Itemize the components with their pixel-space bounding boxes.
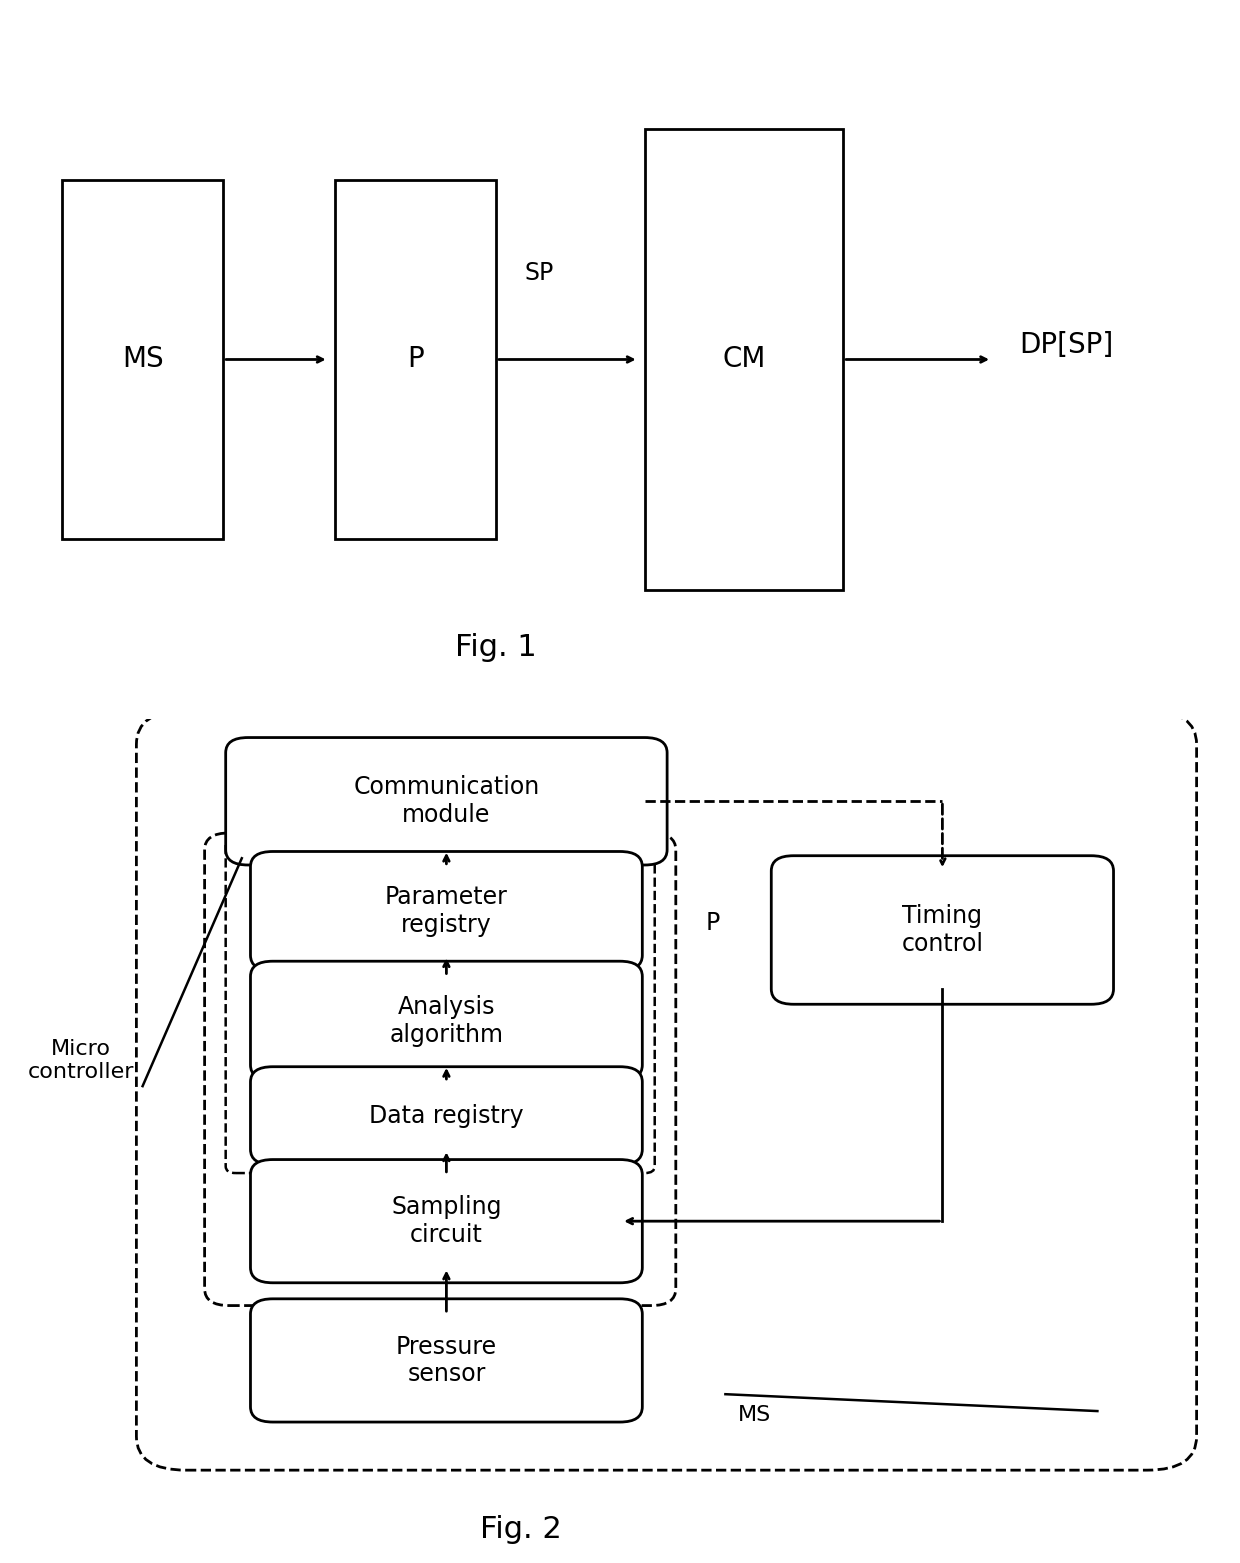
FancyBboxPatch shape [250, 1299, 642, 1422]
FancyBboxPatch shape [250, 961, 642, 1080]
Text: Timing
control: Timing control [901, 903, 983, 957]
FancyBboxPatch shape [250, 852, 642, 971]
Text: DP[SP]: DP[SP] [1019, 331, 1114, 359]
Text: Parameter
registry: Parameter registry [384, 885, 508, 936]
FancyBboxPatch shape [771, 855, 1114, 1005]
Text: Micro
controller: Micro controller [27, 1039, 134, 1083]
Bar [62, 180, 223, 539]
Bar [645, 130, 843, 589]
Text: Data registry: Data registry [370, 1103, 523, 1127]
Text: MS: MS [122, 345, 164, 374]
Text: MS: MS [738, 1405, 771, 1425]
Text: CM: CM [723, 345, 765, 374]
Text: Pressure
sensor: Pressure sensor [396, 1335, 497, 1386]
Text: P: P [407, 345, 424, 374]
Text: Analysis
algorithm: Analysis algorithm [389, 994, 503, 1047]
Bar [335, 180, 496, 539]
Text: SP: SP [525, 261, 554, 284]
Text: Communication
module: Communication module [353, 775, 539, 827]
FancyBboxPatch shape [226, 738, 667, 864]
FancyBboxPatch shape [250, 1066, 642, 1164]
Text: Fig. 2: Fig. 2 [480, 1515, 562, 1544]
Text: Sampling
circuit: Sampling circuit [391, 1196, 502, 1247]
FancyBboxPatch shape [250, 1160, 642, 1283]
Text: P: P [706, 911, 720, 935]
Text: Fig. 1: Fig. 1 [455, 633, 537, 661]
